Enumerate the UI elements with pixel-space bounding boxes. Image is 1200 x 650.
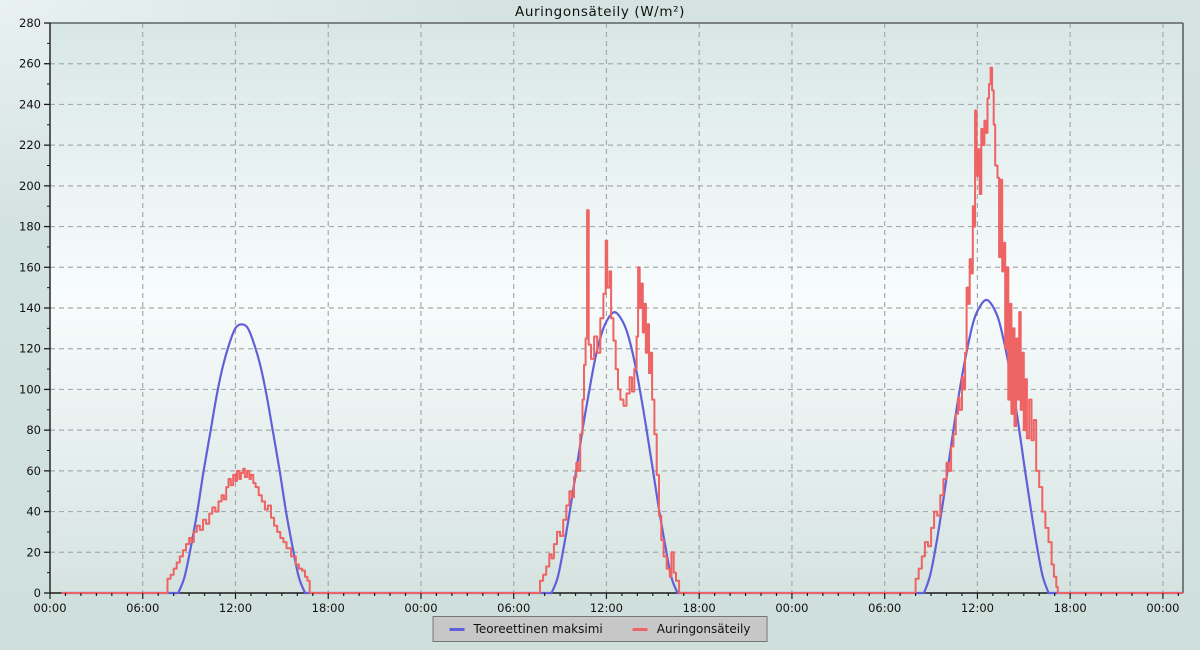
legend-label: Auringonsäteily <box>656 622 751 636</box>
x-tick-label-24: 00:00 <box>404 601 437 615</box>
x-tick-label-36: 12:00 <box>590 601 623 615</box>
x-tick-label-6: 06:00 <box>126 601 159 615</box>
legend-item-solar-radiation: Auringonsäteily <box>632 622 751 636</box>
y-tick-label-140: 140 <box>19 301 41 315</box>
chart-title: Auringonsäteily (W/m²) <box>515 4 685 20</box>
x-tick-label-42: 18:00 <box>683 601 716 615</box>
x-tick-label-60: 12:00 <box>961 601 994 615</box>
y-tick-label-80: 80 <box>26 423 41 437</box>
y-tick-label-60: 60 <box>26 464 41 478</box>
legend-label: Teoreettinen maksimi <box>473 622 603 636</box>
x-tick-label-66: 18:00 <box>1054 601 1087 615</box>
y-tick-label-260: 260 <box>19 57 41 71</box>
y-tick-label-280: 280 <box>19 16 41 30</box>
series-solar-radiation-segment-0 <box>61 66 1184 594</box>
series-theoretical-max-segment-5 <box>923 298 1050 595</box>
legend-item-theoretical-max: Teoreettinen maksimi <box>449 622 603 636</box>
x-tick-label-0: 00:00 <box>33 601 66 615</box>
y-tick-label-100: 100 <box>19 382 41 396</box>
y-tick-label-200: 200 <box>19 179 41 193</box>
y-tick-label-20: 20 <box>26 545 41 559</box>
x-tick-label-12: 12:00 <box>219 601 252 615</box>
y-tick-label-120: 120 <box>19 342 41 356</box>
x-tick-label-72: 00:00 <box>1146 601 1179 615</box>
legend: Teoreettinen maksimi Auringonsäteily <box>432 616 768 642</box>
legend-marker-icon <box>632 627 648 631</box>
y-tick-label-240: 240 <box>19 97 41 111</box>
y-tick-label-180: 180 <box>19 220 41 234</box>
y-tick-label-0: 0 <box>34 586 41 600</box>
series-theoretical-max-segment-1 <box>177 323 307 595</box>
x-tick-label-54: 06:00 <box>868 601 901 615</box>
x-tick-label-30: 06:00 <box>497 601 530 615</box>
x-tick-label-48: 00:00 <box>775 601 808 615</box>
y-tick-label-220: 220 <box>19 138 41 152</box>
legend-marker-icon <box>449 627 465 631</box>
x-tick-label-18: 18:00 <box>312 601 345 615</box>
y-tick-label-160: 160 <box>19 260 41 274</box>
y-tick-label-40: 40 <box>26 505 41 519</box>
